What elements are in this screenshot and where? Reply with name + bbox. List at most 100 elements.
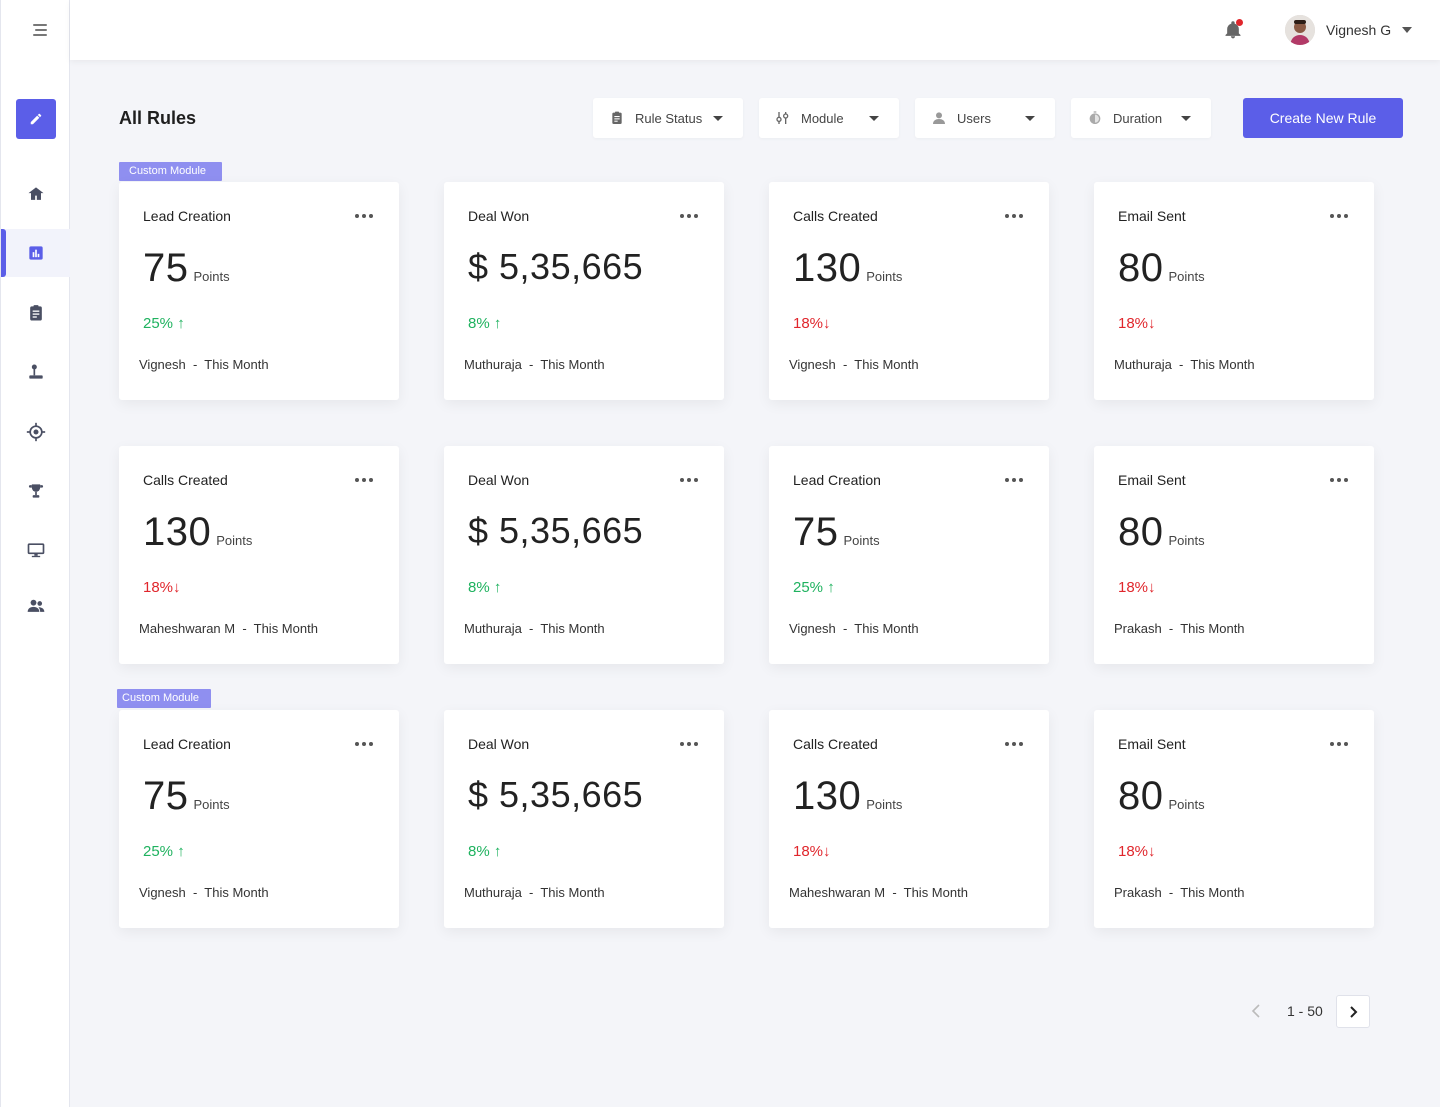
clipboard-icon bbox=[29, 305, 42, 321]
custom-module-badge: Custom Module bbox=[119, 162, 222, 181]
avatar[interactable] bbox=[1285, 15, 1315, 45]
module-filter[interactable]: Module bbox=[759, 98, 899, 138]
chevron-down-icon[interactable] bbox=[1402, 27, 1412, 33]
sidebar-item-reports[interactable] bbox=[1, 229, 70, 277]
more-options-icon[interactable] bbox=[1330, 478, 1348, 482]
card-title: Calls Created bbox=[793, 736, 878, 752]
card-value-unit: Points bbox=[1168, 269, 1205, 284]
rule-card[interactable]: Calls Created 130 Points 18%↓ Maheshwaran M … bbox=[119, 446, 399, 664]
joystick-icon bbox=[28, 364, 43, 379]
card-trend: 18%↓ bbox=[793, 315, 831, 332]
sidebar-item-tasks[interactable] bbox=[1, 289, 70, 337]
card-value: 130 Points bbox=[143, 510, 252, 555]
card-value-number: 75 bbox=[143, 774, 189, 818]
sidebar-item-display[interactable] bbox=[1, 526, 70, 574]
users-filter[interactable]: Users bbox=[915, 98, 1055, 138]
chevron-down-icon bbox=[869, 116, 879, 121]
rule-card[interactable]: Calls Created 130 Points 18%↓ Vignesh - This… bbox=[769, 182, 1049, 400]
rule-card[interactable]: Email Sent 80 Points 18%↓ Prakash - This Mon… bbox=[1094, 710, 1374, 928]
next-page-button[interactable] bbox=[1336, 995, 1370, 1028]
card-footer: Muthuraja - This Month bbox=[464, 621, 605, 636]
more-options-icon[interactable] bbox=[355, 478, 373, 482]
card-trend: 8% ↑ bbox=[468, 579, 502, 596]
edit-button[interactable] bbox=[16, 99, 56, 139]
create-new-rule-button[interactable]: Create New Rule bbox=[1243, 98, 1403, 138]
chevron-down-icon bbox=[1181, 116, 1191, 121]
trophy-icon bbox=[28, 484, 43, 498]
card-value: 75 Points bbox=[793, 510, 880, 555]
rule-card[interactable]: Deal Won $ 5,35,665 8% ↑ Muthuraja - This M… bbox=[444, 182, 724, 400]
more-options-icon[interactable] bbox=[1330, 214, 1348, 218]
card-title: Lead Creation bbox=[143, 208, 231, 224]
card-title: Deal Won bbox=[468, 736, 530, 752]
more-options-icon[interactable] bbox=[1005, 478, 1023, 482]
card-value-number: $ 5,35,665 bbox=[468, 774, 644, 815]
card-footer: Prakash - This Month bbox=[1114, 621, 1245, 636]
filter-label: Duration bbox=[1113, 110, 1163, 126]
card-value-unit: Points bbox=[866, 269, 903, 284]
chevron-left-icon[interactable] bbox=[1250, 1002, 1266, 1022]
more-options-icon[interactable] bbox=[680, 478, 698, 482]
card-title: Email Sent bbox=[1118, 736, 1186, 752]
more-options-icon[interactable] bbox=[680, 214, 698, 218]
card-title: Lead Creation bbox=[143, 736, 231, 752]
rule-card[interactable]: Email Sent 80 Points 18%↓ Prakash - This Mon… bbox=[1094, 446, 1374, 664]
card-title: Calls Created bbox=[143, 472, 228, 488]
card-footer: Vignesh - This Month bbox=[139, 357, 269, 372]
rule-status-filter[interactable]: Rule Status bbox=[593, 98, 743, 138]
card-value-unit: Points bbox=[193, 797, 230, 812]
sidebar-item-home[interactable] bbox=[1, 170, 70, 218]
card-value-unit: Points bbox=[866, 797, 903, 812]
card-value-unit: Points bbox=[193, 269, 230, 284]
card-title: Deal Won bbox=[468, 208, 530, 224]
card-trend: 18%↓ bbox=[1118, 843, 1156, 860]
card-value-number: 130 bbox=[143, 510, 212, 554]
rule-card[interactable]: Deal Won $ 5,35,665 8% ↑ Muthuraja - This M… bbox=[444, 710, 724, 928]
more-options-icon[interactable] bbox=[680, 742, 698, 746]
clipboard-icon bbox=[609, 110, 625, 126]
sidebar bbox=[0, 0, 70, 1107]
card-footer: Muthuraja - This Month bbox=[464, 885, 605, 900]
card-value: 75 Points bbox=[143, 246, 230, 291]
sidebar-item-awards[interactable] bbox=[1, 467, 70, 515]
top-bar: Vignesh G bbox=[70, 0, 1440, 60]
card-trend: 18%↓ bbox=[1118, 315, 1156, 332]
chevron-right-icon bbox=[1350, 1005, 1358, 1018]
card-value: 75 Points bbox=[143, 774, 230, 819]
card-footer: Muthuraja - This Month bbox=[464, 357, 605, 372]
card-title: Lead Creation bbox=[793, 472, 881, 488]
rule-card[interactable]: Lead Creation 75 Points 25% ↑ Vignesh - This… bbox=[119, 182, 399, 400]
card-footer: Prakash - This Month bbox=[1114, 885, 1245, 900]
card-title: Email Sent bbox=[1118, 472, 1186, 488]
notification-dot bbox=[1236, 19, 1243, 26]
sidebar-item-team[interactable] bbox=[1, 582, 70, 630]
card-value-unit: Points bbox=[1168, 797, 1205, 812]
card-trend: 18%↓ bbox=[793, 843, 831, 860]
rule-card[interactable]: Lead Creation 75 Points 25% ↑ Vignesh - This… bbox=[769, 446, 1049, 664]
user-name[interactable]: Vignesh G bbox=[1326, 22, 1392, 38]
rule-card[interactable]: Deal Won $ 5,35,665 8% ↑ Muthuraja - This M… bbox=[444, 446, 724, 664]
card-footer: Vignesh - This Month bbox=[789, 357, 919, 372]
sidebar-item-games[interactable] bbox=[1, 348, 70, 396]
card-value: 130 Points bbox=[793, 246, 902, 291]
more-options-icon[interactable] bbox=[355, 214, 373, 218]
users-icon bbox=[27, 599, 44, 612]
rule-card[interactable]: Lead Creation 75 Points 25% ↑ Vignesh - This… bbox=[119, 710, 399, 928]
rule-card[interactable]: Email Sent 80 Points 18%↓ Muthuraja - This M… bbox=[1094, 182, 1374, 400]
sidebar-item-targets[interactable] bbox=[1, 408, 70, 456]
card-trend: 8% ↑ bbox=[468, 843, 502, 860]
duration-filter[interactable]: Duration bbox=[1071, 98, 1211, 138]
card-value-number: $ 5,35,665 bbox=[468, 510, 644, 551]
card-trend: 25% ↑ bbox=[793, 579, 835, 596]
card-value: 80 Points bbox=[1118, 774, 1205, 819]
card-value: 130 Points bbox=[793, 774, 902, 819]
card-footer: Muthuraja - This Month bbox=[1114, 357, 1255, 372]
target-icon bbox=[26, 422, 45, 442]
more-options-icon[interactable] bbox=[1330, 742, 1348, 746]
home-icon bbox=[28, 187, 43, 200]
more-options-icon[interactable] bbox=[355, 742, 373, 746]
more-options-icon[interactable] bbox=[1005, 742, 1023, 746]
more-options-icon[interactable] bbox=[1005, 214, 1023, 218]
rule-card[interactable]: Calls Created 130 Points 18%↓ Maheshwaran M … bbox=[769, 710, 1049, 928]
menu-icon[interactable] bbox=[27, 24, 47, 40]
